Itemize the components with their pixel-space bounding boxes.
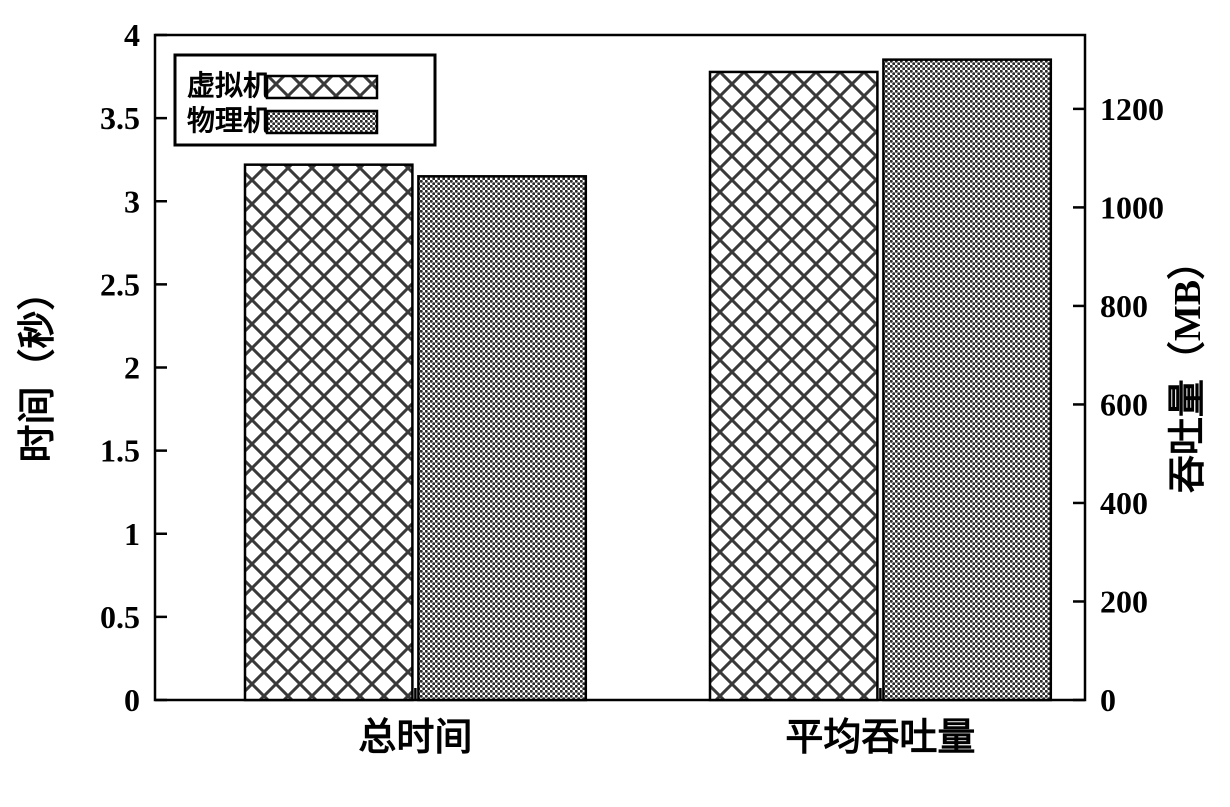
legend-swatch	[267, 76, 377, 98]
chart-container: 0 0.5 1 1.5 2 2.5 3 3.5 4 时间（秒） 0 200 400 600 800 1000 1…	[0, 0, 1230, 807]
right-tick-label: 0	[1100, 682, 1116, 718]
left-tick-label: 2	[124, 350, 140, 386]
legend-swatch	[267, 111, 377, 133]
left-axis-label: 时间（秒）	[17, 272, 59, 462]
left-tick-label: 3	[124, 183, 140, 219]
legend-label: 虚拟机	[187, 70, 271, 102]
category-label: 平均吞吐量	[785, 717, 975, 759]
right-tick-label: 1200	[1100, 91, 1164, 127]
left-tick-label: 0.5	[100, 599, 140, 635]
left-tick-label: 0	[124, 682, 140, 718]
bar-chart: 0 0.5 1 1.5 2 2.5 3 3.5 4 时间（秒） 0 200 400 600 800 1000 1…	[0, 0, 1230, 807]
bar	[418, 176, 585, 700]
right-tick-label: 600	[1100, 386, 1148, 422]
left-tick-label: 1	[124, 516, 140, 552]
right-tick-label: 800	[1100, 288, 1148, 324]
left-tick-label: 2.5	[100, 266, 140, 302]
right-tick-label: 400	[1100, 485, 1148, 521]
bar	[710, 72, 877, 700]
left-tick-label: 3.5	[100, 100, 140, 136]
category-label: 总时间	[358, 717, 472, 759]
legend-label: 物理机	[187, 105, 271, 137]
right-axis-label: 吞吐量（MB）	[1167, 242, 1209, 493]
bar	[245, 165, 412, 700]
left-tick-label: 1.5	[100, 433, 140, 469]
right-tick-label: 1000	[1100, 189, 1164, 225]
right-tick-label: 200	[1100, 583, 1148, 619]
left-tick-label: 4	[124, 17, 140, 53]
bar	[883, 60, 1050, 700]
